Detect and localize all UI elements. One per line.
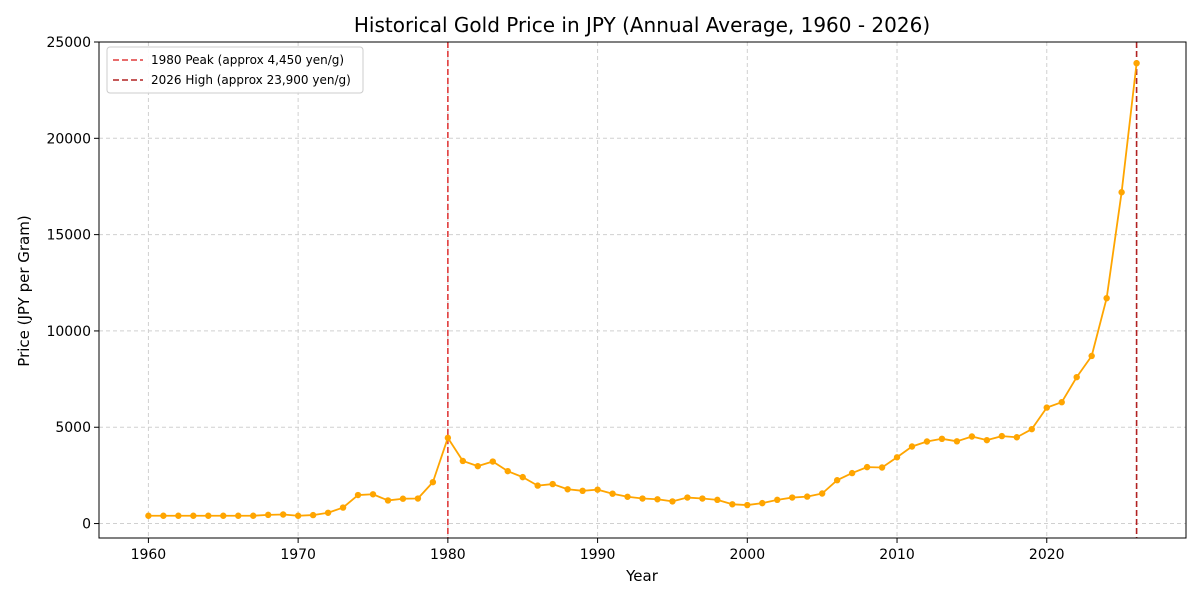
data-point bbox=[414, 495, 422, 502]
data-point bbox=[429, 478, 437, 486]
data-point bbox=[848, 469, 856, 477]
y-axis-ticks: 0 5000 10000 15000 20000 25000 bbox=[46, 35, 99, 533]
data-point bbox=[489, 458, 496, 465]
data-point bbox=[1028, 425, 1035, 433]
data-point bbox=[279, 511, 287, 518]
x-tick-label: 1960 bbox=[131, 547, 167, 563]
data-point bbox=[998, 432, 1006, 440]
data-point bbox=[983, 436, 991, 444]
data-point bbox=[564, 486, 571, 493]
data-point bbox=[1013, 434, 1021, 441]
x-tick-label: 2020 bbox=[1029, 547, 1065, 563]
chart-title: Historical Gold Price in JPY (Annual Ave… bbox=[354, 13, 930, 37]
data-point bbox=[609, 490, 616, 497]
data-point bbox=[1118, 189, 1125, 196]
data-point bbox=[1088, 352, 1095, 360]
data-point bbox=[354, 491, 362, 499]
data-point bbox=[205, 512, 212, 519]
legend-label-1980-peak: 1980 Peak (approx 4,450 yen/g) bbox=[151, 53, 344, 67]
plot-frame bbox=[98, 41, 1187, 539]
data-point bbox=[444, 434, 452, 442]
data-point bbox=[1043, 404, 1050, 411]
data-point bbox=[145, 512, 152, 519]
data-point bbox=[549, 480, 556, 488]
data-point bbox=[624, 493, 631, 500]
series-layer bbox=[145, 59, 1140, 519]
data-point bbox=[923, 438, 931, 445]
data-point bbox=[579, 487, 586, 495]
data-point bbox=[309, 511, 317, 519]
data-point bbox=[878, 464, 886, 471]
data-point bbox=[908, 443, 916, 450]
data-point bbox=[729, 501, 736, 508]
data-point bbox=[699, 495, 706, 502]
y-tick-label: 5000 bbox=[55, 420, 91, 436]
y-tick-label: 15000 bbox=[46, 228, 91, 244]
reference-lines bbox=[447, 42, 1138, 538]
data-point bbox=[220, 512, 227, 519]
data-point bbox=[459, 457, 467, 465]
data-point bbox=[744, 501, 751, 509]
grid-layer bbox=[99, 41, 1186, 538]
data-point bbox=[684, 494, 691, 501]
data-point bbox=[1103, 294, 1110, 302]
data-point bbox=[803, 493, 811, 500]
data-point bbox=[594, 486, 601, 493]
data-point bbox=[654, 496, 661, 503]
data-point bbox=[504, 467, 511, 475]
data-point bbox=[264, 511, 272, 519]
data-point bbox=[235, 512, 242, 519]
data-point bbox=[1073, 373, 1080, 381]
data-point bbox=[399, 495, 407, 502]
data-point bbox=[669, 498, 676, 505]
y-tick-label: 10000 bbox=[46, 324, 91, 340]
data-point bbox=[953, 438, 961, 445]
x-tick-label: 2000 bbox=[729, 547, 765, 563]
legend-box bbox=[106, 46, 364, 94]
data-point bbox=[339, 504, 347, 511]
data-point bbox=[1133, 59, 1140, 67]
data-point bbox=[474, 462, 482, 470]
y-axis-title: Price (JPY per Gram) bbox=[15, 215, 33, 366]
legend: 1980 Peak (approx 4,450 yen/g) 2026 High… bbox=[106, 46, 364, 94]
data-point bbox=[384, 497, 392, 504]
data-point bbox=[893, 454, 901, 461]
x-axis-ticks: 1960 1970 1980 1990 2000 2010 2020 bbox=[131, 538, 1065, 563]
y-tick-label: 25000 bbox=[46, 35, 91, 51]
data-point bbox=[519, 473, 526, 481]
data-point bbox=[324, 509, 332, 516]
data-point bbox=[863, 463, 871, 471]
data-point bbox=[818, 490, 826, 497]
data-point bbox=[175, 512, 182, 519]
series-line bbox=[148, 63, 1138, 517]
legend-label-2026-high: 2026 High (approx 23,900 yen/g) bbox=[151, 73, 351, 87]
data-point bbox=[369, 491, 377, 498]
data-point bbox=[789, 494, 796, 501]
data-point bbox=[294, 512, 302, 519]
data-point bbox=[160, 512, 167, 519]
data-point bbox=[190, 512, 197, 519]
y-tick-label: 20000 bbox=[46, 131, 91, 147]
data-point bbox=[1058, 399, 1065, 406]
x-tick-label: 1980 bbox=[430, 547, 466, 563]
x-tick-label: 2010 bbox=[879, 547, 915, 563]
y-tick-label: 0 bbox=[82, 517, 91, 533]
data-point bbox=[250, 512, 257, 519]
data-point bbox=[938, 435, 946, 442]
x-tick-label: 1970 bbox=[280, 547, 316, 563]
data-point bbox=[774, 496, 781, 504]
data-point bbox=[714, 496, 721, 504]
x-tick-label: 1990 bbox=[580, 547, 616, 563]
data-point bbox=[534, 482, 541, 489]
data-point bbox=[759, 499, 766, 507]
data-point bbox=[639, 495, 646, 502]
data-point bbox=[968, 433, 976, 440]
data-point bbox=[833, 477, 841, 484]
x-axis-title: Year bbox=[625, 567, 659, 585]
